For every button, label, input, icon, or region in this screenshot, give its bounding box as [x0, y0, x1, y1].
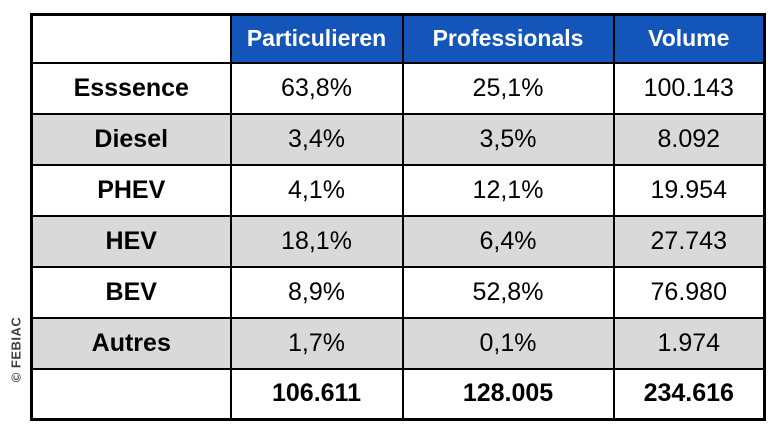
- cell-value: 6,4%: [401, 214, 615, 268]
- cell-value: 3,4%: [229, 112, 404, 166]
- cell-value: 100.143: [612, 61, 766, 115]
- cell-value: 63,8%: [229, 61, 404, 115]
- table-row-autres: Autres 1,7% 0,1% 1.974: [30, 316, 766, 370]
- header-cell-volume: Volume: [612, 13, 766, 64]
- cell-value: 52,8%: [401, 265, 615, 319]
- cell-value: 1,7%: [229, 316, 404, 370]
- cell-value: 4,1%: [229, 163, 404, 217]
- fuel-type-registrations-table: Particulieren Professionals Volume Essse…: [30, 13, 766, 421]
- table-row-bev: BEV 8,9% 52,8% 76.980: [30, 265, 766, 319]
- cell-value: 8,9%: [229, 265, 404, 319]
- cell-value: 0,1%: [401, 316, 615, 370]
- header-cell-professionals: Professionals: [401, 13, 615, 64]
- cell-value: 27.743: [612, 214, 766, 268]
- header-cell-particulieren: Particulieren: [229, 13, 404, 64]
- row-label: PHEV: [30, 163, 232, 217]
- table-row-totals: 106.611 128.005 234.616: [30, 367, 766, 421]
- table-row-phev: PHEV 4,1% 12,1% 19.954: [30, 163, 766, 217]
- table-row-hev: HEV 18,1% 6,4% 27.743: [30, 214, 766, 268]
- cell-value: 12,1%: [401, 163, 615, 217]
- febiac-copyright-watermark: © FEBIAC: [8, 316, 24, 383]
- cell-value: 76.980: [612, 265, 766, 319]
- row-label: Diesel: [30, 112, 232, 166]
- totals-cell-particulieren: 106.611: [229, 367, 404, 421]
- table-header-row: Particulieren Professionals Volume: [30, 13, 766, 64]
- table-row-diesel: Diesel 3,4% 3,5% 8.092: [30, 112, 766, 166]
- cell-value: 19.954: [612, 163, 766, 217]
- cell-value: 3,5%: [401, 112, 615, 166]
- row-label: HEV: [30, 214, 232, 268]
- cell-value: 8.092: [612, 112, 766, 166]
- row-label: Esssence: [30, 61, 232, 115]
- cell-value: 1.974: [612, 316, 766, 370]
- totals-label-cell: [30, 367, 232, 421]
- row-label: BEV: [30, 265, 232, 319]
- row-label: Autres: [30, 316, 232, 370]
- totals-cell-professionals: 128.005: [401, 367, 615, 421]
- cell-value: 25,1%: [401, 61, 615, 115]
- corner-cell: [30, 13, 232, 64]
- totals-cell-volume: 234.616: [612, 367, 766, 421]
- table-row-essence: Esssence 63,8% 25,1% 100.143: [30, 61, 766, 115]
- cell-value: 18,1%: [229, 214, 404, 268]
